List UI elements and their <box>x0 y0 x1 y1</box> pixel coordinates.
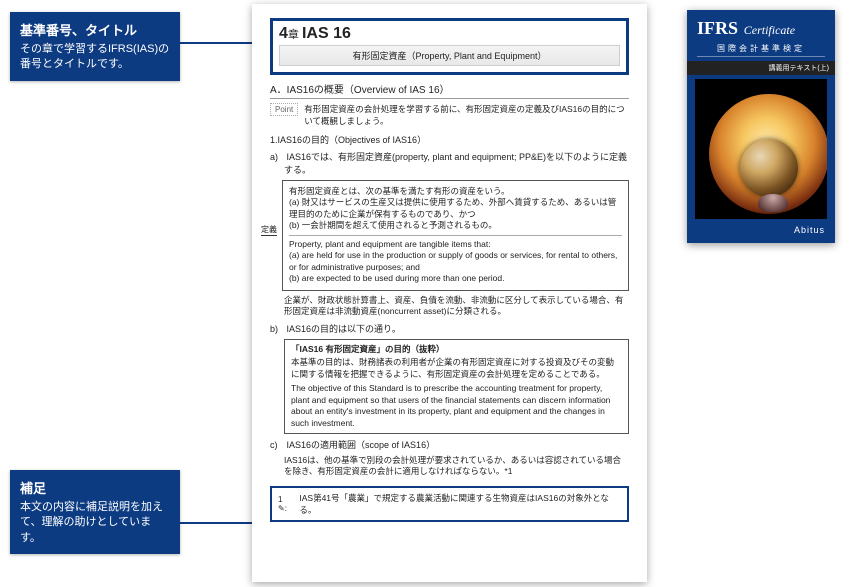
connector-line <box>180 42 252 44</box>
chapter-unit: 章 <box>288 29 299 41</box>
pencil-icon: 1 ✎: <box>278 495 293 513</box>
subheading-1: 1.IAS16の目的（Objectives of IAS16） <box>270 133 629 146</box>
definition-box: 定義 有形固定資産とは、次の基準を満たす有形の資産をいう。 (a) 財又はサービ… <box>282 180 629 291</box>
item-a: a) IAS16では、有形固定資産(property, plant and eq… <box>284 150 629 176</box>
objective-box: 「IAS16 有形固定資産」の目的（抜粋） 本基準の目的は、財務諸表の利用者が企… <box>284 339 629 434</box>
definition-label: 定義 <box>261 225 277 237</box>
point-row: Point 有形固定資産の会計処理を学習する前に、有形固定資産の定義及びIAS1… <box>270 103 629 127</box>
book-brand: Abitus <box>687 225 835 235</box>
item-text: IAS16の適用範囲（scope of IAS16） <box>287 440 436 450</box>
callout-supplement: 補足 本文の内容に補足説明を加えて、理解の助けとしています。 <box>10 470 180 554</box>
book-ifrs: IFRS <box>697 18 738 38</box>
chapter-code: IAS 16 <box>302 25 351 42</box>
item-c: c) IAS16の適用範囲（scope of IAS16） <box>284 438 629 451</box>
para-a2: 企業が、財政状態計算書上、資産、負債を流動、非流動に区分して表示している場合、有… <box>284 295 629 318</box>
chapter-subtitle: 有形固定資産（Property, Plant and Equipment） <box>279 45 620 66</box>
def-en-b: (b) are expected to be used during more … <box>289 273 622 284</box>
book-jp-subtitle: 国際会計基準検定 <box>697 41 825 57</box>
box-title: 「IAS16 有形固定資産」の目的（抜粋） <box>291 344 622 355</box>
chapter-header-box: 4章 IAS 16 有形固定資産（Property, Plant and Equ… <box>270 18 629 75</box>
item-label: a) <box>270 152 284 162</box>
book-image <box>695 79 827 219</box>
item-label: b) <box>270 324 284 334</box>
para-c: IAS16は、他の基準で別段の会計処理が要求されているか、あるいは容認されている… <box>284 455 629 478</box>
def-jp-intro: 有形固定資産とは、次の基準を満たす有形の資産をいう。 <box>289 186 622 197</box>
box-en: The objective of this Standard is to pre… <box>291 383 622 429</box>
callout-title: 基準番号、タイトル <box>20 20 170 39</box>
globe-icon <box>740 139 798 197</box>
def-en-intro: Property, plant and equipment are tangib… <box>289 239 622 250</box>
chapter-number: 4章 IAS 16 <box>279 25 620 43</box>
item-b: b) IAS16の目的は以下の通り。 <box>284 322 629 335</box>
globe-stand <box>758 194 788 212</box>
item-text: IAS16の目的は以下の通り。 <box>287 324 401 334</box>
callout-title: 補足 <box>20 478 170 497</box>
def-jp-b: (b) 一会計期間を超えて使用されると予測されるもの。 <box>289 220 622 231</box>
point-text: 有形固定資産の会計処理を学習する前に、有形固定資産の定義及びIAS16の目的につ… <box>304 103 629 127</box>
book-cover: IFRS Certificate 国際会計基準検定 講義用テキスト(上) Abi… <box>687 10 835 243</box>
footnote-box: 1 ✎: IAS第41号「農業」で規定する農業活動に関連する生物資産はIAS16… <box>270 486 629 522</box>
callout-desc: その章で学習するIFRS(IAS)の番号とタイトルです。 <box>20 42 170 73</box>
book-cert: Certificate <box>744 23 795 37</box>
def-jp-a: (a) 財又はサービスの生産又は提供に使用するため、外部へ賃貸するため、あるいは… <box>289 197 622 220</box>
book-tab: 講義用テキスト(上) <box>687 61 835 75</box>
def-en-a: (a) are held for use in the production o… <box>289 250 622 273</box>
section-a-heading: A．IAS16の概要（Overview of IAS 16） <box>270 81 629 99</box>
connector-line <box>180 522 252 524</box>
item-label: c) <box>270 440 284 450</box>
footnote-text: IAS第41号「農業」で規定する農業活動に関連する生物資産はIAS16の対象外と… <box>299 492 621 516</box>
callout-desc: 本文の内容に補足説明を加えて、理解の助けとしています。 <box>20 500 170 546</box>
box-jp: 本基準の目的は、財務諸表の利用者が企業の有形固定資産に対する投資及びその変動に関… <box>291 357 622 380</box>
point-tag: Point <box>270 103 298 116</box>
document-page: 4章 IAS 16 有形固定資産（Property, Plant and Equ… <box>252 4 647 582</box>
book-head: IFRS Certificate 国際会計基準検定 <box>687 10 835 61</box>
item-text: IAS16では、有形固定資産(property, plant and equip… <box>284 152 627 175</box>
callout-standard-number: 基準番号、タイトル その章で学習するIFRS(IAS)の番号とタイトルです。 <box>10 12 180 81</box>
chapter-digit: 4 <box>279 25 288 42</box>
